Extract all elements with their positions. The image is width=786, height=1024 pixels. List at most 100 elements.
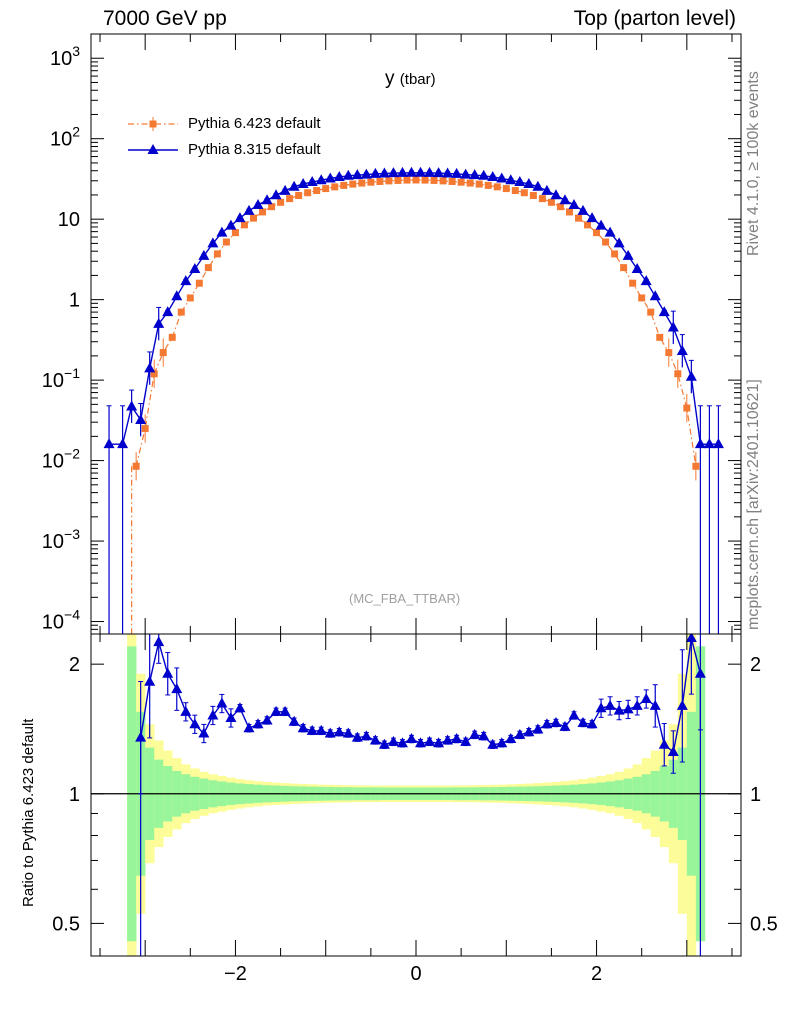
x-axis-ticks: −2 0 2 — [99, 34, 733, 985]
ratio-point — [658, 738, 670, 749]
ratio-point — [396, 737, 408, 748]
pythia6-point — [286, 195, 294, 203]
pythia8-point — [622, 249, 634, 260]
pythia8-point — [216, 226, 228, 237]
ratio-point — [153, 636, 165, 647]
ratio-point — [442, 734, 454, 745]
pythia6-point — [448, 177, 456, 185]
ratio-point — [577, 717, 589, 728]
pythia6-point — [502, 185, 510, 193]
ratio-point — [342, 727, 354, 738]
ratio-point — [586, 718, 598, 729]
ratio-point — [451, 733, 463, 744]
pythia8-point — [523, 177, 535, 188]
ratio-point — [622, 703, 634, 714]
pythia8-point — [270, 189, 282, 200]
pythia8-point — [171, 290, 183, 301]
pythia8-point — [234, 212, 246, 223]
ratio-line — [140, 637, 702, 754]
pythia6-point — [674, 370, 682, 378]
ratio-point — [378, 738, 390, 749]
pythia6-point — [638, 294, 646, 302]
pythia6-point — [683, 404, 691, 412]
ratio-point — [496, 737, 508, 748]
pythia8-point — [631, 263, 643, 274]
pythia6-point — [556, 203, 564, 211]
ratio-point — [225, 711, 237, 722]
pythia8-point — [640, 275, 652, 286]
ratio-point — [469, 728, 481, 739]
pythia6-point — [177, 308, 185, 316]
ratio-point — [487, 738, 499, 749]
pythia8-point — [243, 204, 255, 215]
ratio-point — [135, 731, 147, 742]
pythia6-point — [656, 333, 664, 341]
pythia8-point — [550, 189, 562, 200]
pythia6-point — [304, 189, 312, 197]
pythia8-point — [667, 321, 679, 332]
pythia8-point — [460, 168, 472, 179]
pythia8-point — [685, 370, 697, 381]
pythia8-point — [387, 167, 399, 178]
ratio-y-tick-label-right: 0.5 — [750, 913, 778, 935]
pythia8-point — [117, 438, 129, 449]
ratio-point — [685, 634, 697, 643]
pythia6-point — [150, 370, 158, 378]
plot-title: y (tbar) — [385, 68, 436, 90]
x-tick-label: 0 — [410, 963, 421, 985]
ratio-series-group — [135, 634, 706, 956]
pythia8-point — [342, 169, 354, 180]
pythia6-point — [376, 177, 384, 185]
ratio-point — [324, 727, 336, 738]
ratio-y-ticks: 0.5 0.5 1 1 2 2 — [52, 654, 778, 935]
pythia6-point — [195, 279, 203, 287]
pythia6-point — [547, 198, 555, 206]
pythia8-point — [153, 317, 165, 328]
ratio-point — [198, 727, 210, 738]
pythia8-point — [532, 180, 544, 191]
pythia8-point — [369, 167, 381, 178]
main-y-tick-label: 10−1 — [42, 365, 80, 392]
pythia6-point — [484, 181, 492, 189]
pythia6-point — [457, 178, 465, 186]
ratio-y-tick-label: 1 — [69, 784, 80, 806]
ratio-point — [189, 718, 201, 729]
ratio-point — [243, 722, 255, 733]
ratio-point — [234, 702, 246, 713]
ratio-point — [415, 737, 427, 748]
ratio-point — [180, 705, 192, 716]
pythia6-point — [222, 238, 230, 246]
pythia8-point — [351, 169, 363, 180]
pythia8-point — [315, 174, 327, 185]
pythia8-point — [415, 166, 427, 177]
ratio-point — [550, 717, 562, 728]
pythia6-point — [394, 176, 402, 184]
pythia8-point — [577, 204, 589, 215]
ratio-point — [559, 720, 571, 731]
legend-marker-pythia8 — [147, 144, 159, 154]
pythia6-point — [611, 250, 619, 258]
pythia8-point — [261, 194, 273, 205]
pythia8-point — [469, 169, 481, 180]
pythia8-point — [595, 219, 607, 230]
pythia8-point — [306, 175, 318, 186]
ratio-point — [297, 722, 309, 733]
ratio-point — [279, 705, 291, 716]
main-y-tick-label: 10−3 — [42, 526, 80, 553]
main-y-tick-label: 10−4 — [42, 607, 80, 634]
pythia8-point — [189, 263, 201, 274]
pythia6-point — [520, 189, 528, 197]
pythia6-point — [322, 185, 330, 193]
plot-title-main: y — [385, 68, 395, 89]
pythia8-point — [180, 275, 192, 286]
ratio-point — [532, 723, 544, 734]
legend-marker-pythia6 — [149, 120, 157, 128]
pythia8-point — [198, 249, 210, 260]
pythia8-point — [649, 290, 661, 301]
pythia6-point — [439, 177, 447, 185]
pythia8-point — [703, 438, 715, 449]
pythia8-point — [144, 362, 156, 373]
pythia8-point — [604, 226, 616, 237]
pythia6-point — [295, 191, 303, 199]
pythia8-point — [694, 438, 706, 449]
